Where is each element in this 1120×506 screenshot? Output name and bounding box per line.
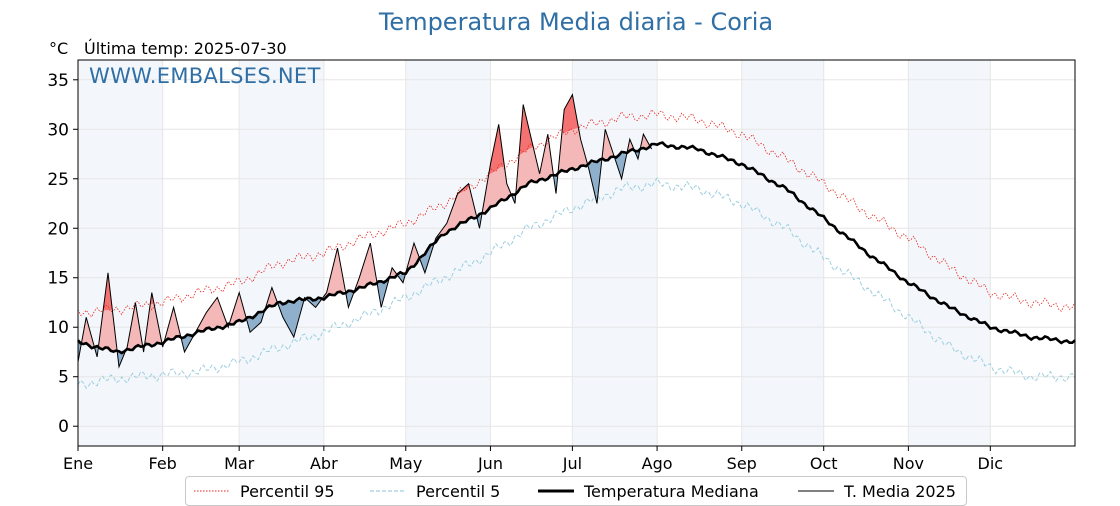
y-tick-label-0: 0 [58,417,69,437]
x-tick-label-jun: Jun [477,454,503,473]
fill-above-median-13 [229,292,246,325]
x-tick-label-ene: Ene [63,454,93,473]
y-tick-label-10: 10 [47,318,69,338]
x-tick-label-mar: Mar [224,454,255,473]
series-t-media-2025 [77,93,653,369]
y-tick-label-25: 25 [47,170,69,190]
plot-frame [77,59,1076,447]
legend-label-median: Temperatura Mediana [584,481,759,501]
x-tick-label-may: May [389,454,422,473]
series-percentil-5 [77,176,1076,390]
fill-below-median-16 [278,299,304,338]
fill-above-median-3 [98,272,117,352]
series-percentil-95 [77,108,1076,318]
last-temp-label: Última temp: 2025-07-30 [84,39,287,58]
y-tick-label-20: 20 [47,219,69,239]
fill-below-median-32 [554,174,558,194]
legend-label-p5: Percentil 5 [416,481,501,501]
legend-item-2025: T. Media 2025 [798,481,956,501]
fill-below-median-22 [377,278,388,308]
legend-label-p95: Percentil 95 [240,481,335,501]
fill-above-median-5 [127,302,143,350]
month-band-sep [741,60,824,446]
x-tick-label-sep: Sep [727,454,757,473]
month-band-may [405,60,491,446]
fill-above-median-27 [434,183,476,244]
fill-below-median-36 [614,152,626,179]
month-band-nov [908,60,991,446]
y-tick-label-35: 35 [47,71,69,91]
month-band-jul [572,60,658,446]
month-bands [78,60,991,446]
anomaly-fills [78,94,652,367]
x-tick-label-jul: Jul [562,454,582,473]
fill-above-median-11 [195,297,227,333]
x-tick-label-ago: Ago [642,454,673,473]
legend-swatch-p95 [194,490,230,492]
legend-label-2025: T. Media 2025 [844,481,956,501]
fill-above-median-1 [82,317,93,346]
fill-below-median-24 [399,273,405,283]
y-axis: 0 5 10 15 20 25 30 35 [47,71,78,437]
watermark-text: WWW.EMBALSES.NET [89,64,321,88]
y-tick-label-30: 30 [47,120,69,140]
legend-swatch-p5 [370,490,406,492]
x-axis: Ene Feb Mar Abr May Jun Jul Ago Sep Oct Nov Dic [63,446,1003,473]
legend-item-p95: Percentil 95 [194,481,335,501]
x-tick-label-feb: Feb [149,454,177,473]
x-tick-label-nov: Nov [893,454,924,473]
legend-item-median: Temperatura Mediana [538,481,759,501]
x-tick-label-oct: Oct [810,454,838,473]
fill-above-median-35 [602,129,614,160]
y-unit-label: °C [49,39,69,58]
fill-below-median-14 [247,310,264,333]
chart-title: Temperatura Media diaria - Coria [378,8,774,36]
legend-item-p5: Percentil 5 [370,481,500,501]
month-band-ene [78,60,163,446]
legend-swatch-median [538,489,574,493]
y-tick-label-5: 5 [58,368,69,388]
series-temperatura-mediana [77,141,1076,355]
fill-above-median-25 [405,243,420,273]
month-band-mar [239,60,324,446]
fill-above-median-9 [165,307,181,342]
x-tick-label-dic: Dic [978,454,1004,473]
x-tick-label-abr: Abr [310,454,338,473]
fill-above-p95-0 [103,272,113,311]
fill-below-median-26 [420,244,434,273]
y-tick-label-15: 15 [47,269,69,289]
series-lines [77,93,1076,390]
legend-swatch-2025 [798,490,834,492]
legend: Percentil 95 Percentil 5 Temperatura Med… [185,476,967,506]
fill-above-median-21 [355,243,376,290]
fill-above-median-7 [144,292,162,346]
